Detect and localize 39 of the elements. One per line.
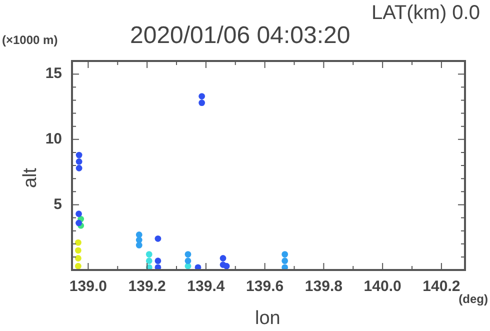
- point: [136, 242, 142, 248]
- x-tick-label: 139.4: [187, 278, 226, 296]
- point: [220, 255, 226, 262]
- x-axis-title: lon: [255, 308, 280, 330]
- point: [76, 210, 82, 218]
- text: LAT(km) 0.0: [371, 2, 480, 25]
- point: [282, 258, 288, 264]
- text: (deg): [458, 292, 488, 306]
- point: [74, 239, 82, 246]
- point: [146, 251, 152, 258]
- point: [76, 152, 82, 158]
- point: [198, 100, 206, 106]
- x-tick-label: 139.6: [246, 278, 284, 296]
- x-tick-label: 140.0: [364, 278, 402, 296]
- x-tick-label: 139.8: [304, 278, 342, 296]
- point: [282, 251, 288, 258]
- point: [74, 262, 82, 270]
- point: [198, 93, 206, 100]
- point: [184, 251, 192, 258]
- y-tick-label: 10: [45, 130, 62, 148]
- x-tick-label: 140.2: [422, 278, 460, 296]
- point: [76, 220, 82, 226]
- point: [184, 258, 192, 264]
- x-tick-label: 139.2: [128, 278, 166, 296]
- text: (×1000 m): [2, 33, 58, 47]
- point: [223, 262, 230, 270]
- chart-title: 2020/01/06 04:03:20: [130, 22, 350, 50]
- point: [154, 258, 162, 264]
- x-tick-label: 139.0: [69, 278, 107, 296]
- point: [74, 255, 82, 262]
- point: [76, 158, 82, 165]
- point: [146, 258, 152, 264]
- point: [74, 247, 82, 254]
- point: [76, 164, 82, 172]
- point: [136, 232, 142, 238]
- y-axis-title: alt: [20, 168, 42, 188]
- y-tick-label: 5: [54, 196, 62, 213]
- point: [154, 235, 162, 242]
- y-tick-label: 15: [45, 65, 62, 82]
